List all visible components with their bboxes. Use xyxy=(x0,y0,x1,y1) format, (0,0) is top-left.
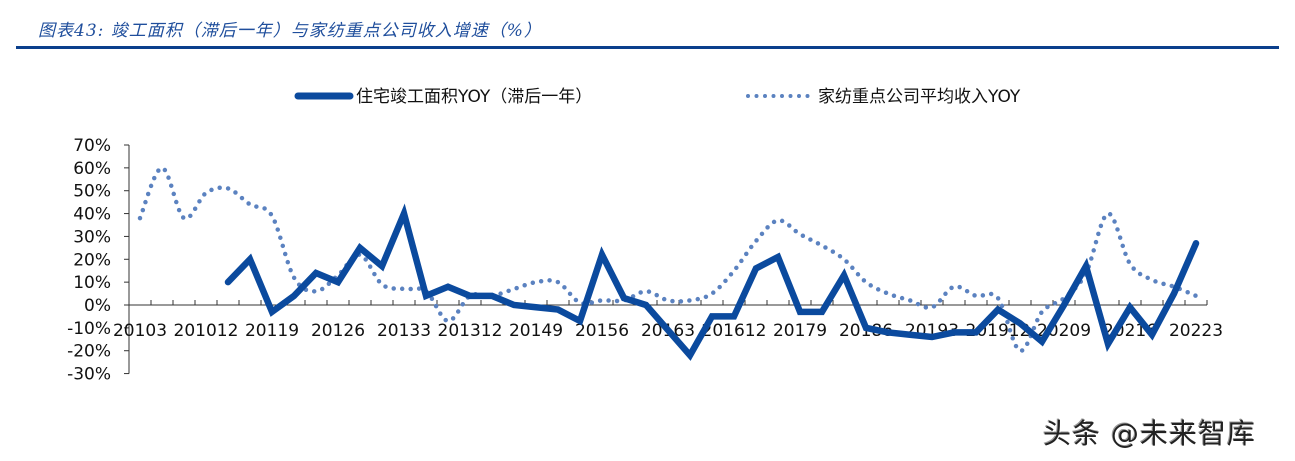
legend-dotted-label: 家纺重点公司平均收入YOY xyxy=(818,87,1021,107)
x-tick-label: 201012 xyxy=(174,321,239,341)
y-tick-label: -30% xyxy=(67,365,111,385)
y-tick-label: 10% xyxy=(73,273,111,293)
y-tick-label: 40% xyxy=(73,205,111,225)
y-axis: 70% 60% 50% 40%30% 20% 10% 0% -10% -20% -30% xyxy=(67,136,130,385)
x-tick-label: 20179 xyxy=(773,321,827,341)
x-tick-label: 201312 xyxy=(438,321,503,341)
x-tick-label: 20223 xyxy=(1169,321,1223,341)
series-dotted-line xyxy=(137,165,1199,353)
x-tick-label: 20103 xyxy=(113,321,167,341)
x-tick-label: 20149 xyxy=(509,321,563,341)
y-tick-label: -20% xyxy=(67,342,111,362)
y-tick-label: 20% xyxy=(73,250,111,270)
chart-title: 图表43: 竣工面积（滞后一年）与家纺重点公司收入增速（%） xyxy=(38,21,542,41)
y-tick-label: 30% xyxy=(73,227,111,247)
y-tick-label: 0% xyxy=(84,296,111,316)
y-tick-label: 70% xyxy=(73,136,111,156)
legend-solid-label: 住宅竣工面积YOY（滞后一年） xyxy=(356,87,592,107)
watermark: 头条 @未来智库 xyxy=(1043,417,1256,450)
y-tick-label: -10% xyxy=(67,319,111,339)
x-tick-label: 20133 xyxy=(377,321,431,341)
x-tick-label: 201612 xyxy=(702,321,767,341)
legend: 住宅竣工面积YOY（滞后一年） 家纺重点公司平均收入YOY xyxy=(294,87,1021,107)
plot-area xyxy=(137,165,1200,361)
y-tick-label: 50% xyxy=(73,182,111,202)
y-tick-label: 60% xyxy=(73,159,111,179)
x-tick-label: 20156 xyxy=(575,321,629,341)
x-axis: 20103 201012 20119 20126 20133 201312 20149 201… xyxy=(113,300,1223,341)
series-solid-line xyxy=(224,203,1200,361)
title-divider xyxy=(16,46,1279,49)
x-tick-label: 20126 xyxy=(311,321,365,341)
x-tick-label: 20119 xyxy=(245,321,299,341)
